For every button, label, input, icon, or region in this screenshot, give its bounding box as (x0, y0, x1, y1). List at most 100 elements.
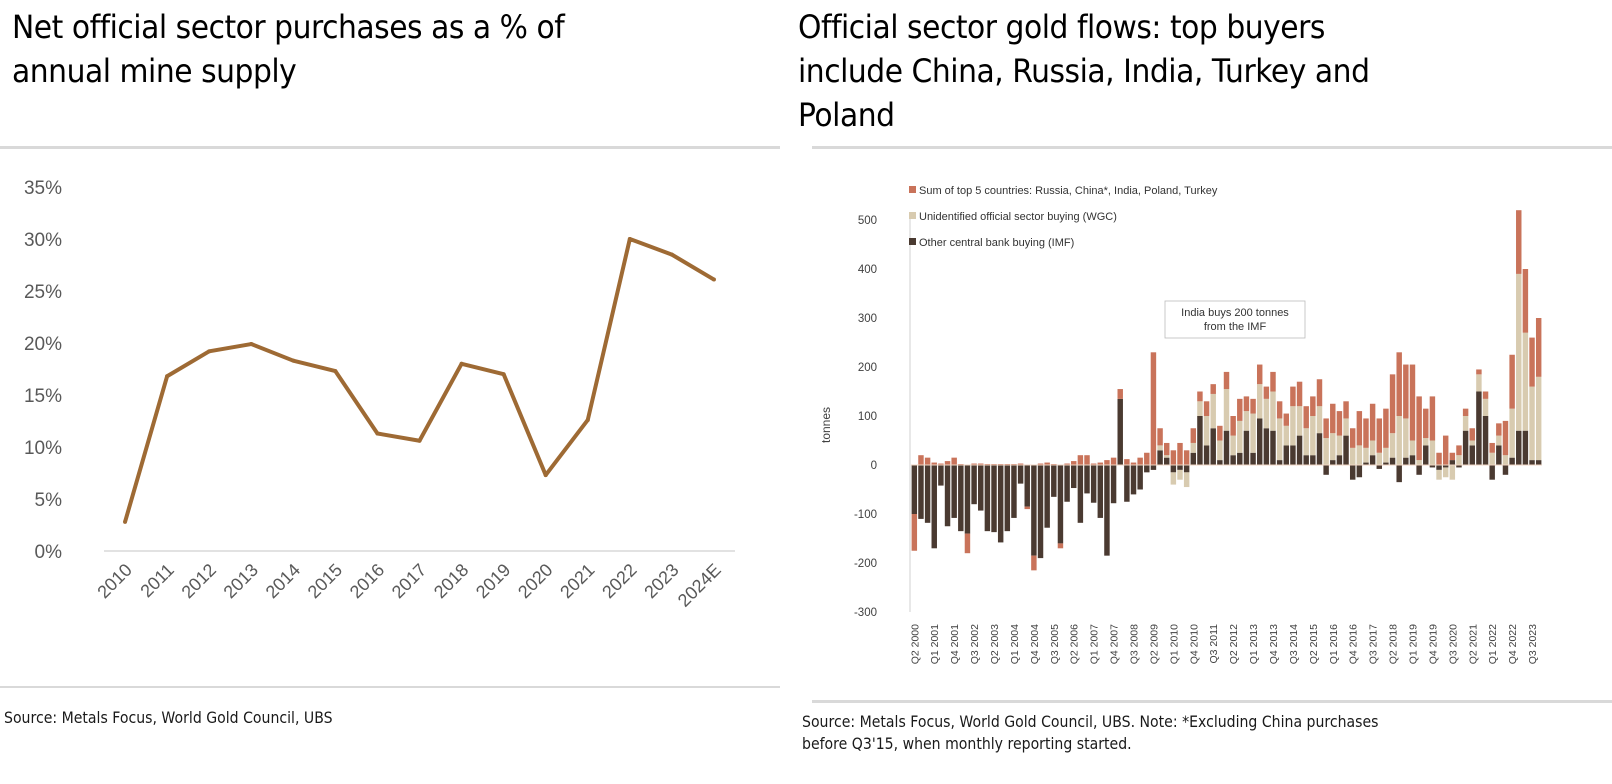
x-tick-label: Q2 2006 (1069, 624, 1081, 664)
bar-segment-unidentified (1516, 273, 1522, 431)
bar-segment-other-cb (1203, 445, 1210, 465)
bar-segment-unidentified (1183, 472, 1190, 488)
annotation-text: from the IMF (1204, 321, 1267, 333)
y-tick-label: 400 (858, 264, 877, 276)
x-tick-label: Q1 2007 (1089, 624, 1101, 664)
data-point-2014 (291, 358, 296, 363)
bar-segment-unidentified (1197, 401, 1203, 416)
bar-segment-other-cb (1124, 465, 1130, 502)
x-tick-label: Q4 2022 (1507, 624, 1519, 664)
bar-segment-other-cb (1383, 462, 1389, 465)
bar-segment-unidentified (1423, 438, 1429, 446)
data-point-2012 (207, 349, 212, 354)
bar-segment-unidentified (1356, 445, 1363, 465)
bar-segment-top5 (1276, 401, 1283, 419)
bar-segment-other-cb (1057, 465, 1064, 544)
bar-segment-unidentified (1316, 406, 1323, 434)
y-tick-label: 500 (858, 215, 877, 227)
y-tick-label: 25% (24, 282, 62, 303)
bar-segment-unidentified (1170, 472, 1177, 485)
bar-segment-other-cb (1336, 455, 1343, 465)
left-chart-title: Net official sector purchases as a % of … (12, 5, 565, 93)
bar-segment-other-cb (1230, 455, 1236, 465)
y-tick-label: 10% (24, 438, 62, 459)
bar-segment-other-cb (1256, 418, 1263, 465)
line-series-net-purchases (123, 237, 715, 523)
bar-segment-unidentified (1290, 406, 1296, 446)
bar-segment-other-cb (1270, 430, 1276, 465)
bar-segment-top5 (1516, 210, 1522, 274)
bar-segment-other-cb (1469, 445, 1475, 465)
data-point-2018 (459, 361, 464, 366)
right-title-line-1: Official sector gold flows: top buyers (798, 8, 1325, 46)
bar-segment-unidentified (1482, 398, 1489, 416)
bar-segment-top5 (1436, 452, 1442, 465)
bar-segment-unidentified (1442, 467, 1449, 478)
x-tick-label: Q1 2013 (1248, 624, 1260, 664)
bar-segment-other-cb (1150, 465, 1157, 470)
bar-segment-top5 (938, 463, 944, 465)
bar-segment-unidentified (1456, 455, 1462, 465)
bar-segment-other-cb (1077, 465, 1084, 523)
bar-segment-unidentified (1535, 376, 1542, 461)
x-tick-label: 2021 (556, 560, 598, 602)
bar-segment-other-cb (938, 465, 944, 486)
bar-segment-top5 (1137, 457, 1143, 465)
left-title-line-1: Net official sector purchases as a % of (12, 8, 565, 46)
data-point-2016 (375, 431, 380, 436)
bar-segment-unidentified (1376, 452, 1382, 465)
bar-segment-other-cb (1017, 465, 1024, 484)
bar-segment-top5 (1449, 452, 1456, 461)
bar-segment-other-cb (1529, 460, 1535, 465)
bar-segment-other-cb (1456, 465, 1462, 468)
bar-segment-top5 (1124, 459, 1130, 465)
bar-segment-top5 (1489, 442, 1495, 453)
bar-segment-top5 (918, 455, 924, 465)
bar-segment-unidentified (1223, 389, 1230, 431)
bar-segment-unidentified (1462, 416, 1469, 431)
y-tick-label: 300 (858, 313, 877, 325)
bar-segment-top5 (1090, 463, 1097, 465)
bar-segment-other-cb (1303, 455, 1309, 465)
x-tick-label: 2019 (472, 560, 514, 602)
bar-segment-top5 (1456, 445, 1462, 456)
bar-segment-top5 (1416, 396, 1422, 461)
x-tick-label: Q3 2014 (1288, 624, 1300, 664)
bar-segment-top5 (1310, 396, 1316, 416)
annotation-callout: India buys 200 tonnes from the IMF (1164, 300, 1306, 339)
bar-segment-top5 (1396, 352, 1402, 416)
bar-segment-top5 (1496, 423, 1502, 436)
bar-segment-other-cb (1024, 465, 1030, 507)
bar-segment-unidentified (1164, 455, 1170, 458)
bar-segment-unidentified (1429, 440, 1436, 465)
line-chart: 0%5%10%15%20%25%30%35% 2010 2011 2012 2013 2… (24, 178, 735, 611)
bar-segment-unidentified (1283, 425, 1290, 446)
bar-segment-other-cb (1090, 465, 1097, 503)
data-point-2015 (333, 369, 338, 374)
x-tick-label: Q2 2003 (989, 624, 1001, 664)
x-tick-label: Q1 2019 (1407, 624, 1419, 664)
bar-segment-other-cb (1369, 455, 1376, 465)
bar-segment-unidentified (1203, 416, 1210, 446)
bar-segment-unidentified (1230, 435, 1236, 456)
bar-segment-top5 (1150, 352, 1157, 465)
y-tick-label: -300 (854, 607, 877, 619)
bar-segment-top5 (1237, 398, 1243, 421)
bar-segment-other-cb (951, 465, 957, 518)
bar-segment-other-cb (1170, 465, 1177, 473)
bar-segment-top5 (1164, 442, 1170, 456)
x-tick-label: 2011 (136, 560, 178, 602)
x-tick-label: 2016 (346, 560, 388, 602)
bar-segment-other-cb (984, 465, 991, 532)
data-point-2013 (249, 342, 254, 347)
x-tick-label: 2017 (388, 560, 430, 602)
bar-segment-other-cb (1183, 465, 1190, 473)
x-tick-label: Q1 2004 (1009, 624, 1021, 664)
left-title-line-2: annual mine supply (12, 52, 297, 90)
bar-segment-other-cb (1290, 445, 1296, 465)
data-point-2019 (501, 372, 506, 377)
bar-segment-unidentified (1256, 384, 1263, 419)
bar-segment-other-cb (1117, 398, 1123, 465)
bar-segment-other-cb (1296, 435, 1303, 465)
bar-segment-unidentified (1237, 420, 1243, 453)
